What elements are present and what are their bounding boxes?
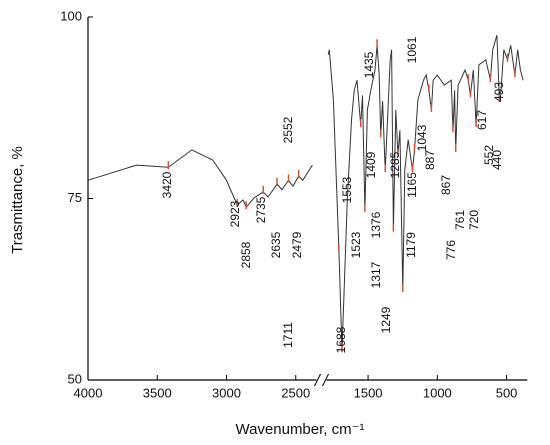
peak-label: 1688 <box>334 326 348 353</box>
peak-label: 1376 <box>369 211 383 238</box>
peak-label: 3420 <box>160 171 174 198</box>
peak-label: 552 <box>482 145 496 165</box>
x-tick-label: 3000 <box>212 385 241 400</box>
axis-break <box>322 373 329 387</box>
y-axis-label: Trasmittance, % <box>9 146 26 254</box>
peak-label: 493 <box>492 82 506 102</box>
peak-label: 2479 <box>290 231 304 258</box>
peak-label: 720 <box>467 210 481 230</box>
peak-label: 867 <box>439 175 453 195</box>
x-tick-label: 1500 <box>354 385 383 400</box>
y-tick-label: 50 <box>68 371 82 386</box>
peak-label: 1711 <box>281 322 295 348</box>
peak-label: 1179 <box>404 232 418 258</box>
peak-label: 1317 <box>369 261 383 288</box>
peak-label: 1043 <box>415 124 429 151</box>
x-tick-label: 4000 <box>74 385 103 400</box>
x-tick-label: 2500 <box>281 385 310 400</box>
peak-label: 1523 <box>349 231 363 258</box>
spectrum-line <box>87 35 524 351</box>
peak-label: 617 <box>475 110 489 130</box>
peak-label: 1165 <box>405 172 419 198</box>
peak-label: 1409 <box>364 151 378 178</box>
peak-label: 1435 <box>362 51 376 78</box>
axis-break <box>314 373 321 387</box>
peak-label: 1061 <box>405 36 419 63</box>
x-tick-label: 500 <box>496 385 518 400</box>
x-tick-label: 1000 <box>423 385 452 400</box>
y-tick-label: 75 <box>68 190 82 205</box>
peak-label: 1553 <box>340 176 354 203</box>
peak-label: 1249 <box>379 306 393 333</box>
peak-label: 2735 <box>254 196 268 223</box>
peak-label: 761 <box>453 210 467 230</box>
peak-label: 1285 <box>388 151 402 178</box>
y-tick-label: 100 <box>60 8 82 23</box>
x-axis-label: Wavenumber, cm⁻¹ <box>235 421 364 438</box>
x-tick-label: 3500 <box>143 385 172 400</box>
peak-label: 2923 <box>228 200 242 227</box>
peak-label: 887 <box>423 150 437 170</box>
peak-label: 2635 <box>269 231 283 258</box>
peak-label: 2858 <box>239 241 253 268</box>
peak-label: 2552 <box>281 116 295 143</box>
peak-label: 776 <box>444 240 458 260</box>
peak-label: 440 <box>490 150 504 170</box>
